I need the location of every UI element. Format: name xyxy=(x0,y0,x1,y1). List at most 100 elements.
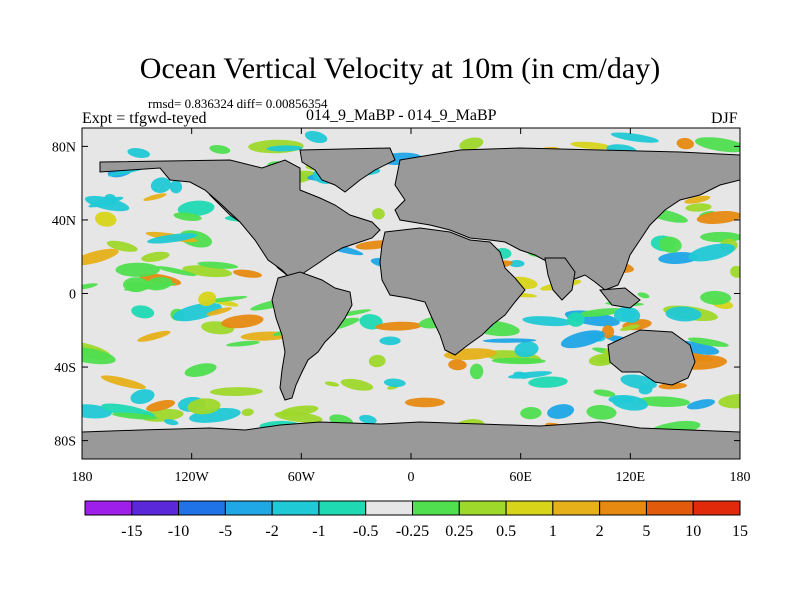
land-africa xyxy=(379,227,526,356)
map-plot-area xyxy=(82,128,740,459)
contour-patch xyxy=(658,252,699,264)
contour-patch xyxy=(372,208,385,220)
colorbar-label: -10 xyxy=(168,523,189,540)
colorbar-label: -5 xyxy=(219,523,232,540)
contour-patch xyxy=(156,266,197,277)
land-maritime-asia xyxy=(599,287,641,309)
colorbar-label: -15 xyxy=(121,523,142,540)
colorbar-swatch xyxy=(645,500,694,516)
colorbar-label: -0.25 xyxy=(396,523,429,540)
colorbar-label: 15 xyxy=(732,523,748,540)
contour-patch xyxy=(491,357,546,365)
contour-patch xyxy=(143,193,167,201)
contour-patch xyxy=(324,381,340,387)
contour-patch xyxy=(636,396,690,407)
case-label: 014_9_MaBP - 014_9_MaBP xyxy=(306,107,497,124)
colorbar-label: 5 xyxy=(642,523,650,540)
y-tick-label: 40N xyxy=(52,214,76,229)
contour-patch xyxy=(137,330,171,342)
contour-patch xyxy=(658,236,682,253)
land-south-america xyxy=(271,271,353,401)
contour-patch xyxy=(612,395,648,411)
contour-patch xyxy=(82,346,116,365)
y-tick-label: 40S xyxy=(54,361,76,376)
colorbar-swatch xyxy=(458,500,507,516)
contour-patch xyxy=(172,302,222,322)
contour-patch xyxy=(637,292,650,299)
contour-patch xyxy=(94,211,117,227)
contour-patch xyxy=(570,141,611,150)
contour-patch xyxy=(482,338,537,343)
x-axis: 180 120W 60W 0 60E 120E 180 xyxy=(72,128,751,485)
contour-patch xyxy=(169,180,183,194)
contour-patch xyxy=(688,243,736,262)
contour-patch xyxy=(233,269,262,278)
y-tick-label: 80N xyxy=(52,140,76,155)
contour-patch xyxy=(209,144,231,154)
contour-patch xyxy=(145,277,173,291)
colorbar-label: 0.25 xyxy=(445,523,473,540)
contour-patch xyxy=(226,340,260,347)
colorbar-swatch xyxy=(692,500,741,516)
contour-patch xyxy=(448,359,467,371)
stats-text: rmsd= 0.836324 diff= 0.00856354 xyxy=(148,96,328,111)
contour-patch xyxy=(82,404,112,419)
contour-patch xyxy=(146,399,176,412)
contour-patch xyxy=(522,316,572,327)
contour-patch xyxy=(686,399,716,410)
contour-patch xyxy=(198,291,217,306)
contour-patch xyxy=(123,277,149,293)
contour-patch xyxy=(577,308,624,317)
y-tick-label: 0 xyxy=(69,288,76,303)
contour-patch xyxy=(163,419,179,426)
contour-patch xyxy=(375,321,423,331)
contour-patch xyxy=(469,363,484,380)
contour-patch xyxy=(131,305,155,319)
contour-patch xyxy=(106,240,138,252)
x-tick-label: 120W xyxy=(175,470,210,485)
contour-patch xyxy=(593,389,616,397)
land-mask xyxy=(82,147,740,459)
contour-patch xyxy=(685,203,712,212)
contour-patch xyxy=(241,408,254,417)
contour-patch xyxy=(610,132,659,143)
contour-patch xyxy=(150,177,172,193)
contour-patch xyxy=(304,130,328,144)
contour-patch xyxy=(528,376,568,388)
contour-patch xyxy=(266,145,303,152)
contour-patch xyxy=(147,233,198,244)
contour-patch xyxy=(379,336,401,346)
land-north-america xyxy=(99,159,381,281)
experiment-label: Expt = tfgwd-teyed xyxy=(82,110,207,127)
colorbar-swatch xyxy=(412,500,460,516)
colorbar-swatch xyxy=(505,500,554,516)
x-tick-label: 180 xyxy=(72,470,93,485)
contour-patch xyxy=(177,200,215,217)
contour-patch xyxy=(586,404,617,420)
land-eurasia xyxy=(394,147,740,291)
contour-patch xyxy=(687,337,729,347)
contour-patch xyxy=(513,371,530,379)
colorbar-label: 0.5 xyxy=(496,523,516,540)
y-axis: 80N 40N 0 40S 80S xyxy=(52,140,740,450)
colorbar-swatch xyxy=(318,500,367,516)
colorbar-label: -2 xyxy=(265,523,278,540)
contour-patch xyxy=(82,283,98,291)
x-tick-label: 0 xyxy=(408,470,415,485)
contour-patch xyxy=(520,406,542,420)
contour-patch xyxy=(127,148,150,158)
contour-patch xyxy=(700,231,740,243)
contour-patch xyxy=(280,405,319,417)
colorbar-swatch xyxy=(224,500,273,516)
contour-patch xyxy=(567,312,585,327)
contour-patch xyxy=(620,324,640,331)
colorbar-label: 2 xyxy=(596,523,604,540)
contour-patch xyxy=(560,330,605,349)
contour-patch xyxy=(696,211,740,224)
colorbar-swatch xyxy=(131,500,180,516)
contour-patch xyxy=(100,375,146,390)
colorbar-swatch xyxy=(599,500,647,516)
contour-patch xyxy=(514,341,539,358)
season-label: DJF xyxy=(711,110,738,127)
colorbar: -15 -10 -5 -2 -1 -0.5 -0.25 0.25 0.5 1 2 5 10 15 xyxy=(84,500,748,540)
